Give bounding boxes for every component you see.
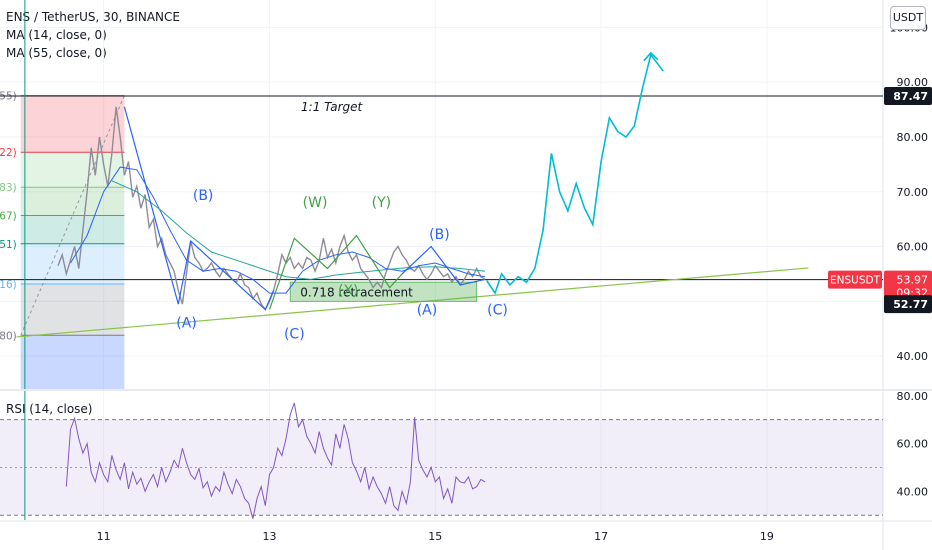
price-tick-label: 80.00 [897, 131, 929, 144]
target-price-tag-bg [884, 87, 932, 106]
fib-zone [20, 95, 125, 153]
current-price-value: 53.97 [897, 274, 929, 287]
target-price-tag: 87.47 [893, 90, 928, 103]
fib-level-label: 0.618(60.51) [0, 239, 17, 251]
target-annotation: 1:1 Target [301, 100, 363, 114]
fib-level-label: 1(43.80) [0, 330, 17, 342]
ma14-legend: MA (14, close, 0) [6, 28, 107, 42]
symbol-title: ENS / TetherUS, 30, BINANCE [6, 10, 180, 24]
fib-zone [20, 243, 125, 285]
fib-level-label: 0.382(70.83) [0, 182, 17, 194]
wave-label: (A) [417, 302, 438, 318]
symbol-tag-bg [828, 270, 882, 289]
price-tick-label: 40.00 [897, 350, 929, 363]
annotations: 1:1 Target 0.718 retracement (B) (A) (C) (W) (… [176, 100, 508, 343]
wave-label: (Y) [372, 195, 391, 211]
fib-zone [20, 284, 125, 336]
ma55-legend: MA (55, close, 0) [6, 46, 107, 60]
price-tick-label: 70.00 [897, 186, 929, 199]
wave-label: (C) [284, 327, 305, 343]
retracement-annotation: 0.718 retracement [300, 285, 413, 299]
rsi-grid [0, 419, 883, 516]
fib-level-label: 0(87.55) [0, 91, 17, 103]
wave-label: (A) [176, 316, 197, 332]
fib-level-label: 0.786(53.16) [0, 279, 17, 291]
wave-label: (B) [429, 227, 450, 243]
rsi-tick-label: 80.00 [897, 390, 929, 403]
price-tick-label: 60.00 [897, 241, 929, 254]
rsi-line [65, 402, 486, 519]
time-tick-label: 15 [428, 530, 442, 543]
overlay-lines [0, 0, 883, 520]
fib-zone-extension [20, 335, 125, 389]
currency-button[interactable]: USDT [890, 6, 926, 30]
wave-label: (B) [193, 188, 214, 204]
price-series-group [57, 51, 664, 519]
wave-line-2 [268, 234, 403, 310]
current-price-tag-bg [884, 270, 932, 301]
price-tick-label: 90.00 [897, 76, 929, 89]
support-price-tag-bg [884, 295, 932, 314]
symbol-tag: ENSUSDT [830, 275, 881, 287]
fib-zone [20, 187, 125, 216]
fib-trend-line [20, 95, 125, 336]
time-tick-label: 11 [97, 530, 111, 543]
time-tick-label: 17 [594, 530, 608, 543]
rsi-tick-label: 60.00 [897, 438, 929, 451]
fibonacci-retracement: 0(87.55) 0.236(77.22) 0.382(70.83) 0.5(65.6… [0, 91, 125, 389]
ma55-line [111, 180, 486, 280]
wave-label: (X) [338, 283, 359, 299]
support-price-tag: 52.77 [893, 298, 928, 311]
fib-level-label: 0.5(65.67) [0, 210, 17, 222]
fib-zone [20, 215, 125, 244]
wave-label: (W) [303, 195, 328, 211]
support-trendline [16, 267, 809, 338]
projection-arrow-head [643, 51, 659, 62]
projection-line [486, 52, 664, 295]
time-tick-label: 13 [262, 530, 276, 543]
rsi-legend: RSI (14, close) [6, 402, 93, 416]
wave-line-3 [401, 245, 486, 286]
fib-level-label: 0.236(77.22) [0, 147, 17, 159]
ma14-line [70, 166, 486, 294]
wave-line-1 [123, 106, 275, 311]
rsi-tick-label: 40.00 [897, 485, 929, 498]
wave-label: (C) [487, 302, 508, 318]
time-tick-label: 19 [760, 530, 774, 543]
